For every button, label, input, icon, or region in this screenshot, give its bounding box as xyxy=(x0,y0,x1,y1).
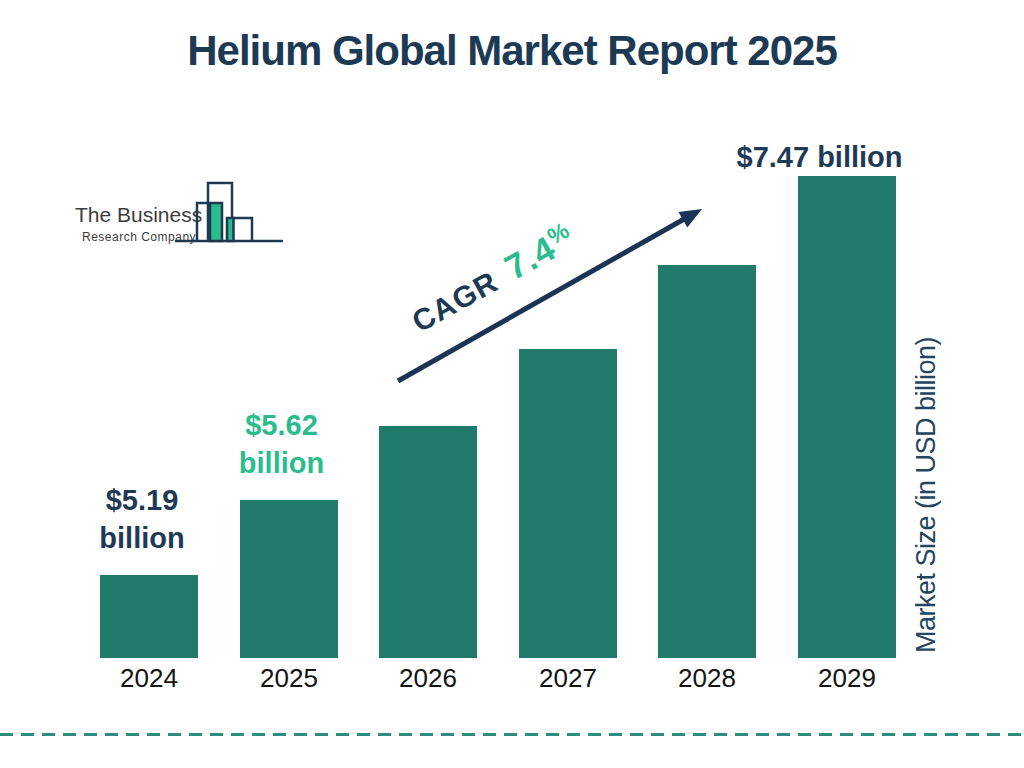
x-axis-label-2024: 2024 xyxy=(79,663,219,694)
bottom-dashed-line xyxy=(0,733,1024,736)
value-label-2024: $5.19billion xyxy=(42,481,242,557)
x-axis-label-2025: 2025 xyxy=(219,663,359,694)
x-axis-label-2029: 2029 xyxy=(777,663,917,694)
value-label-2029: $7.47 billion xyxy=(720,138,920,176)
x-axis-label-2026: 2026 xyxy=(358,663,498,694)
bar-2026 xyxy=(379,426,477,658)
x-axis-label-2027: 2027 xyxy=(498,663,638,694)
bar-2024 xyxy=(100,575,198,658)
bar-2028 xyxy=(658,265,756,658)
bar-2029 xyxy=(798,176,896,658)
chart-page: Helium Global Market Report 2025 The Bus… xyxy=(0,0,1024,768)
value-label-2025: $5.62billion xyxy=(182,406,382,482)
bar-2025 xyxy=(240,500,338,658)
x-axis-label-2028: 2028 xyxy=(637,663,777,694)
y-axis-label: Market Size (in USD billion) xyxy=(911,325,951,665)
bar-2027 xyxy=(519,349,617,658)
